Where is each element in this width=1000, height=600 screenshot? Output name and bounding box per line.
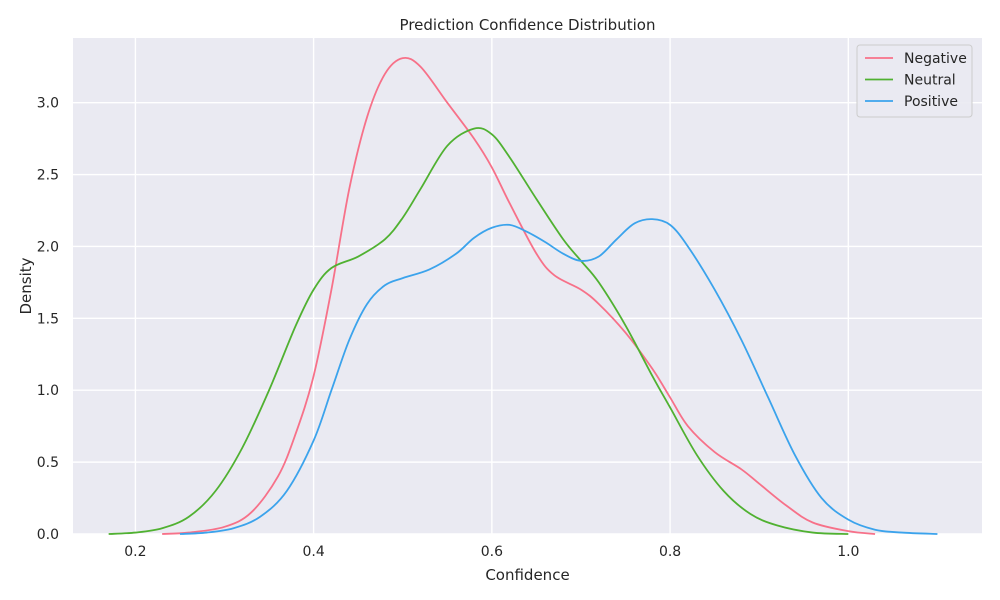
x-axis-label: Confidence: [485, 566, 569, 584]
legend-label-positive: Positive: [904, 94, 958, 110]
y-tick-label: 2.0: [37, 239, 59, 255]
ticks: 0.2 0.4 0.6 0.8 1.0 0.0 0.5 1.0 1.5 2.0 2.5 3.0: [37, 96, 860, 560]
legend-box: [856, 44, 973, 118]
y-tick-label: 1.0: [37, 383, 59, 399]
plot-background: [73, 38, 982, 534]
chart-title: Prediction Confidence Distribution: [400, 16, 656, 34]
legend: Negative Neutral Positive: [856, 44, 973, 118]
y-tick-label: 0.0: [37, 527, 59, 543]
legend-label-neutral: Neutral: [904, 73, 956, 89]
x-tick-label: 0.8: [659, 544, 681, 560]
y-tick-label: 2.5: [37, 168, 59, 184]
grid: [73, 38, 982, 535]
series-layer: [108, 56, 938, 535]
series-line-positive: [179, 218, 938, 535]
y-tick-label: 3.0: [37, 96, 59, 112]
x-tick-label: 0.6: [481, 544, 503, 560]
x-tick-label: 0.4: [302, 544, 324, 560]
x-tick-label: 0.2: [124, 544, 146, 560]
y-tick-label: 1.5: [37, 311, 59, 327]
series-line-neutral: [108, 127, 849, 535]
y-axis-label: Density: [17, 257, 35, 314]
legend-label-negative: Negative: [904, 51, 967, 67]
series-line-negative: [162, 56, 876, 535]
y-tick-label: 0.5: [37, 455, 59, 471]
x-tick-label: 1.0: [837, 544, 859, 560]
